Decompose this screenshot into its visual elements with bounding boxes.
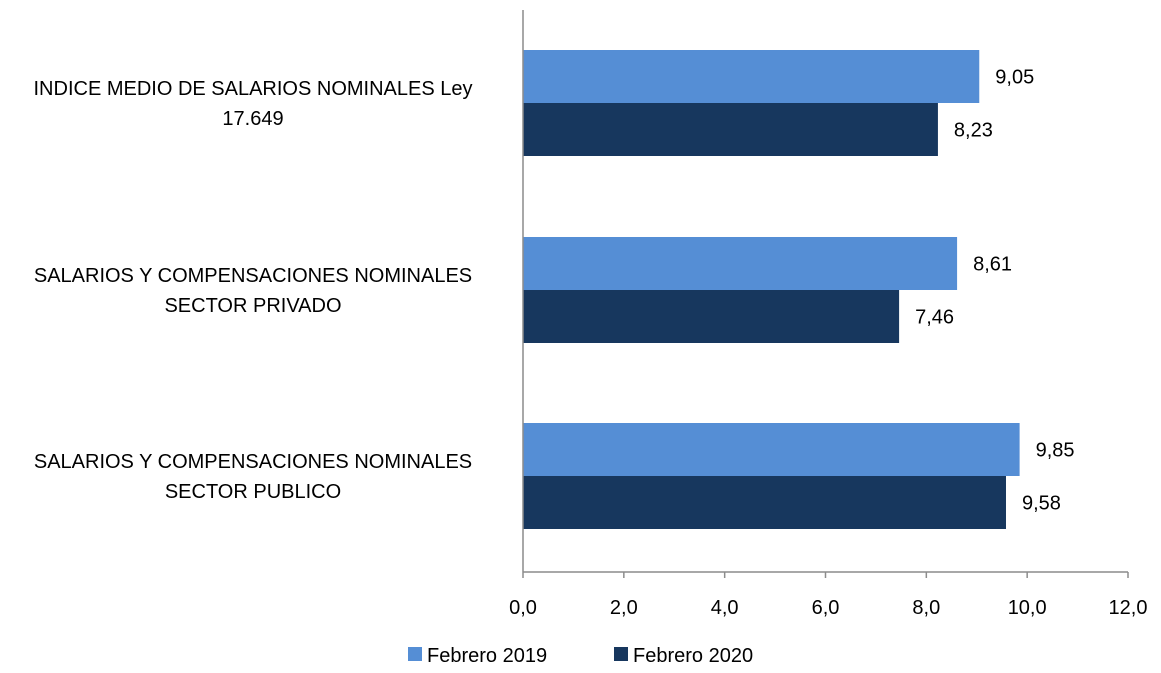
data-label-2-series-1: 8,61 (973, 254, 1012, 276)
labels-layer: 9,05 8,23 INDICE MEDIO DE SALARIOS NOMINAL… (34, 67, 1075, 515)
x-tick-label-2: 2,0 (610, 597, 638, 619)
legend: Febrero 2019 Febrero 2020 (408, 645, 753, 667)
legend-swatch-1 (408, 647, 422, 661)
category-label-1: INDICE MEDIO DE SALARIOS NOMINALES Ley 17… (34, 78, 473, 130)
legend-label-2: Febrero 2020 (633, 645, 753, 667)
bar-2-series-1 (523, 237, 958, 290)
x-tick-label-1: 0,0 (509, 597, 537, 619)
x-tick-label-4: 6,0 (812, 597, 840, 619)
bar-1-series-2 (523, 103, 938, 156)
axis-layer: 0,0 2,0 4,0 6,0 8,0 10,0 12,0 (509, 10, 1147, 619)
x-tick-label-5: 8,0 (912, 597, 940, 619)
bar-2-series-2 (523, 290, 900, 343)
data-label-3-series-2: 9,58 (1022, 493, 1061, 515)
data-label-2-series-2: 7,46 (915, 307, 954, 329)
legend-swatch-2 (614, 647, 628, 661)
x-tick-label-3: 4,0 (711, 597, 739, 619)
bar-3-series-1 (523, 423, 1020, 476)
data-label-3-series-1: 9,85 (1036, 440, 1075, 462)
category-label-3: SALARIOS Y COMPENSACIONES NOMINALES SECTO… (34, 451, 472, 503)
x-tick-label-6: 10,0 (1008, 597, 1047, 619)
category-label-2-line-2: SECTOR PRIVADO (164, 295, 341, 317)
data-label-1-series-1: 9,05 (995, 67, 1034, 89)
data-label-1-series-2: 8,23 (954, 120, 993, 142)
category-label-1-line-2: 17.649 (222, 108, 283, 130)
category-label-3-line-1: SALARIOS Y COMPENSACIONES NOMINALES (34, 451, 472, 473)
category-label-1-line-1: INDICE MEDIO DE SALARIOS NOMINALES Ley (34, 78, 473, 100)
bar-1-series-1 (523, 50, 980, 103)
category-label-2-line-1: SALARIOS Y COMPENSACIONES NOMINALES (34, 265, 472, 287)
category-label-3-line-2: SECTOR PUBLICO (165, 481, 341, 503)
legend-label-1: Febrero 2019 (427, 645, 547, 667)
category-label-2: SALARIOS Y COMPENSACIONES NOMINALES SECTO… (34, 265, 472, 317)
bar-3-series-2 (523, 476, 1006, 529)
bars-layer (523, 50, 1020, 529)
x-tick-label-7: 12,0 (1109, 597, 1148, 619)
